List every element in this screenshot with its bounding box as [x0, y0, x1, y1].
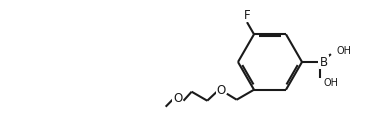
- Text: OH: OH: [324, 78, 339, 88]
- Text: O: O: [173, 92, 182, 105]
- Text: B: B: [320, 55, 328, 68]
- Text: OH: OH: [337, 46, 352, 56]
- Text: O: O: [216, 84, 226, 97]
- Text: F: F: [244, 9, 250, 22]
